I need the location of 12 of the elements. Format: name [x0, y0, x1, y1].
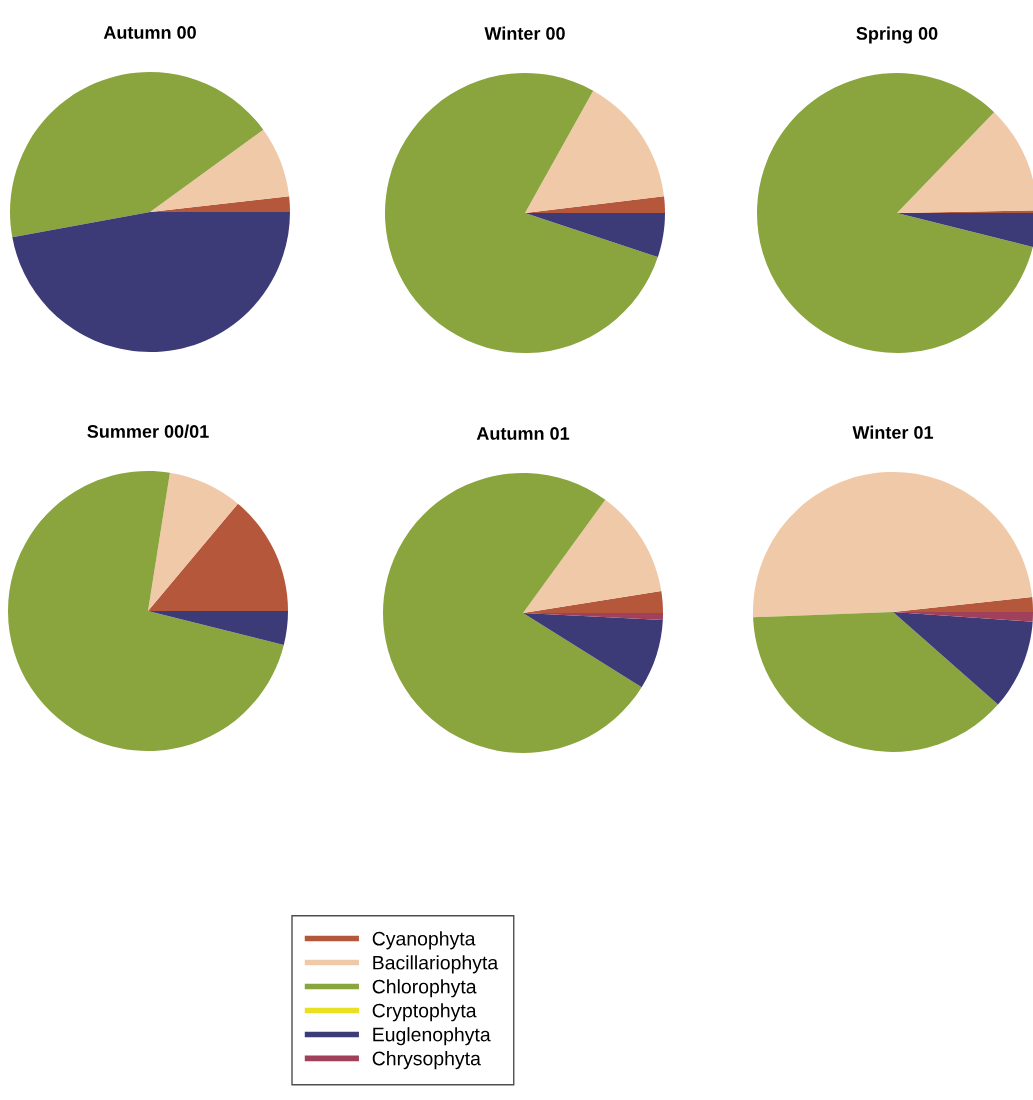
slice-label: Autumn 00 [103, 26, 196, 39]
slice-label: Winter 00 [484, 26, 565, 40]
legend-label: Euglenophyta [373, 1027, 491, 1046]
legend-label: Cyanophyta [372, 931, 476, 950]
slice-label: Winter 01 [852, 425, 934, 439]
legend-label: Cryptophyta [372, 1003, 477, 1022]
slice-label: Summer 00/01 [87, 424, 209, 439]
legend-label: Bacillariophyta [373, 955, 499, 974]
legend-label: Chlorophyta [372, 979, 477, 998]
slice-label: Spring 00 [856, 26, 938, 44]
slice-label: Autumn 01 [476, 427, 570, 440]
legend-label: Chrysophyta [372, 1051, 481, 1070]
